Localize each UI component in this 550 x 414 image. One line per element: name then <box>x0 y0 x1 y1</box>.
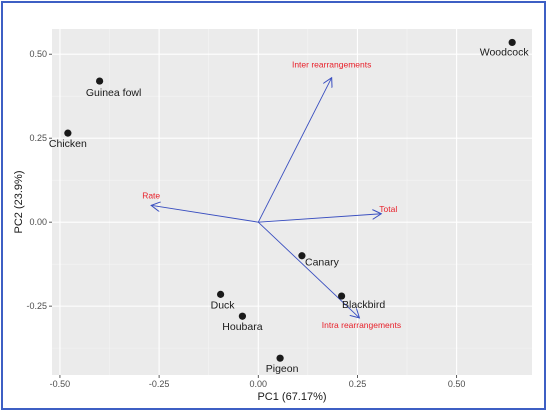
y-tick-label: 0.25 <box>29 133 47 143</box>
vector-label: Rate <box>142 190 160 200</box>
vector-label: Intra rearrangements <box>322 320 401 330</box>
data-point <box>64 129 72 137</box>
vector-label: Total <box>379 204 397 214</box>
data-point <box>337 292 346 300</box>
data-point <box>276 354 284 362</box>
x-tick-label: -0.25 <box>149 379 170 389</box>
x-tick-label: 0.25 <box>349 379 367 389</box>
data-point <box>216 290 225 298</box>
plot-panel <box>52 29 532 375</box>
vector-label: Inter rearrangements <box>292 60 371 70</box>
figure-frame <box>1 1 546 410</box>
data-point <box>298 252 306 260</box>
data-point <box>238 312 247 320</box>
data-point <box>96 77 104 85</box>
loading-vector <box>257 78 331 223</box>
point-label: Chicken <box>49 138 87 150</box>
y-axis-title: PC2 (23.9%) <box>13 171 25 234</box>
point-label: Blackbird <box>342 299 385 311</box>
y-tick-label: -0.25 <box>26 301 47 311</box>
loading-vector <box>151 205 259 223</box>
x-tick-label: 0.50 <box>448 379 466 389</box>
data-point <box>508 38 516 47</box>
point-label: Pigeon <box>266 363 299 375</box>
y-tick-label: 0.50 <box>29 49 47 59</box>
point-label: Guinea fowl <box>86 87 141 99</box>
x-tick-label: 0.00 <box>250 379 268 389</box>
point-label: Duck <box>211 299 236 311</box>
point-label: Woodcock <box>480 46 530 58</box>
point-label: Houbara <box>222 321 262 333</box>
x-axis-title: PC1 (67.17%) <box>257 391 326 403</box>
y-tick-label: 0.00 <box>29 217 47 227</box>
loading-vector <box>257 221 359 318</box>
point-label: Canary <box>305 257 340 269</box>
loading-vector <box>258 214 381 223</box>
x-tick-label: -0.50 <box>50 379 71 389</box>
